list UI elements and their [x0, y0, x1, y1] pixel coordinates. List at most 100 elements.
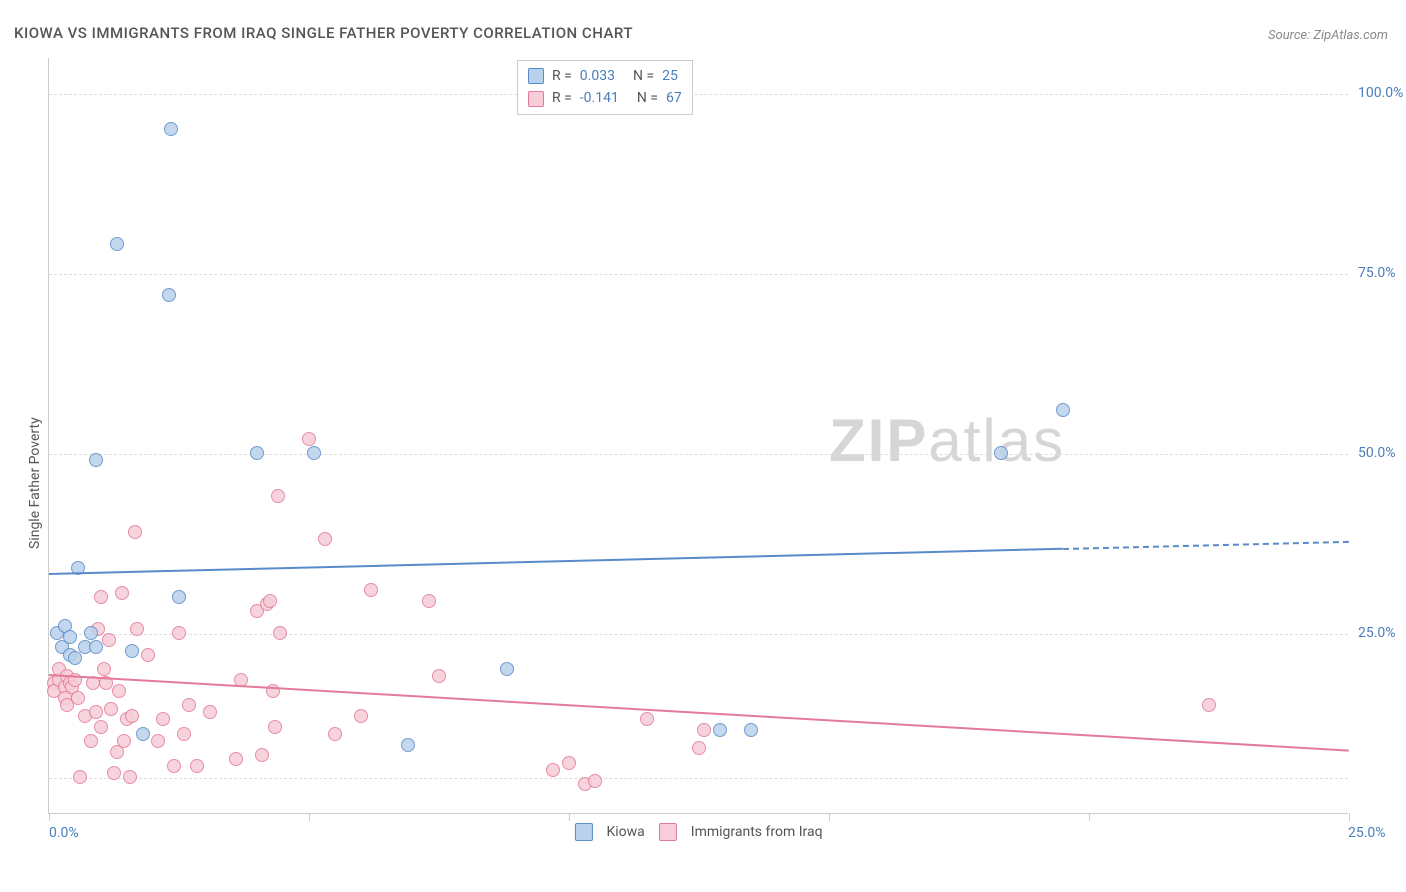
scatter-point — [692, 741, 706, 755]
scatter-point — [89, 453, 103, 467]
stats-row: R = -0.141 N = 67 — [528, 87, 682, 109]
scatter-point — [229, 752, 243, 766]
scatter-point — [162, 288, 176, 302]
watermark-bold: ZIP — [829, 407, 928, 474]
scatter-point — [123, 770, 137, 784]
scatter-point — [432, 669, 446, 683]
stats-n-value: 67 — [666, 87, 682, 109]
scatter-point — [107, 766, 121, 780]
y-axis-label: Single Father Poverty — [27, 418, 43, 550]
scatter-point — [562, 756, 576, 770]
x-tick-mark — [309, 813, 310, 821]
scatter-point — [112, 684, 126, 698]
legend-label: Kiowa — [606, 824, 644, 840]
y-tick-label: 100.0% — [1358, 85, 1406, 101]
scatter-point — [172, 590, 186, 604]
legend-swatch — [528, 91, 544, 107]
watermark: ZIPatlas — [829, 406, 1065, 475]
scatter-point — [177, 727, 191, 741]
scatter-point — [89, 705, 103, 719]
scatter-point — [94, 720, 108, 734]
legend: Kiowa Immigrants from Iraq — [574, 823, 822, 841]
scatter-point — [125, 644, 139, 658]
y-tick-label: 25.0% — [1358, 625, 1406, 641]
stats-n-label: N = — [637, 87, 658, 109]
trend-line — [49, 548, 1063, 575]
scatter-point — [697, 723, 711, 737]
chart-title: KIOWA VS IMMIGRANTS FROM IRAQ SINGLE FAT… — [14, 24, 633, 42]
scatter-point — [302, 432, 316, 446]
scatter-point — [151, 734, 165, 748]
scatter-point — [68, 651, 82, 665]
scatter-point — [110, 237, 124, 251]
scatter-point — [104, 702, 118, 716]
scatter-point — [268, 720, 282, 734]
x-tick-mark — [49, 813, 50, 821]
scatter-point — [588, 774, 602, 788]
scatter-point — [401, 738, 415, 752]
scatter-point — [422, 594, 436, 608]
legend-label: Immigrants from Iraq — [691, 824, 823, 840]
stats-row: R = 0.033N = 25 — [528, 65, 682, 87]
stats-r-value: 0.033 — [580, 65, 615, 87]
legend-swatch — [659, 823, 677, 841]
scatter-point — [164, 122, 178, 136]
stats-box: R = 0.033N = 25R = -0.141 N = 67 — [517, 60, 693, 115]
scatter-point — [94, 590, 108, 604]
scatter-point — [640, 712, 654, 726]
scatter-point — [117, 734, 131, 748]
scatter-point — [73, 770, 87, 784]
scatter-point — [307, 446, 321, 460]
scatter-point — [500, 662, 514, 676]
scatter-point — [263, 594, 277, 608]
scatter-point — [744, 723, 758, 737]
stats-n-value: 25 — [662, 65, 678, 87]
stats-r-label: R = — [552, 65, 572, 87]
scatter-point — [115, 586, 129, 600]
x-tick-mark — [1089, 813, 1090, 821]
x-tick-label: 25.0% — [1348, 825, 1406, 841]
scatter-point — [141, 648, 155, 662]
x-tick-label: 0.0% — [49, 825, 79, 841]
x-tick-mark — [1349, 813, 1350, 821]
stats-r-label: R = — [552, 87, 572, 109]
gridline — [49, 778, 1348, 779]
scatter-point — [128, 525, 142, 539]
scatter-point — [713, 723, 727, 737]
scatter-point — [364, 583, 378, 597]
scatter-point — [203, 705, 217, 719]
x-tick-mark — [569, 813, 570, 821]
gridline — [49, 634, 1348, 635]
source-attribution: Source: ZipAtlas.com — [1268, 28, 1388, 43]
scatter-point — [136, 727, 150, 741]
y-tick-label: 50.0% — [1358, 445, 1406, 461]
scatter-point — [255, 748, 269, 762]
x-tick-mark — [829, 813, 830, 821]
scatter-point — [271, 489, 285, 503]
scatter-point — [156, 712, 170, 726]
stats-r-value: -0.141 — [580, 87, 619, 109]
scatter-point — [318, 532, 332, 546]
scatter-point — [71, 691, 85, 705]
trend-line — [1063, 540, 1349, 549]
plot-area: ZIPatlas Single Father Poverty 25.0%50.0… — [48, 58, 1348, 814]
scatter-point — [328, 727, 342, 741]
scatter-point — [84, 626, 98, 640]
scatter-point — [182, 698, 196, 712]
scatter-point — [89, 640, 103, 654]
trend-line — [49, 674, 1349, 752]
scatter-point — [1056, 403, 1070, 417]
scatter-point — [130, 622, 144, 636]
scatter-point — [97, 662, 111, 676]
scatter-point — [273, 626, 287, 640]
y-tick-label: 75.0% — [1358, 265, 1406, 281]
chart-container: KIOWA VS IMMIGRANTS FROM IRAQ SINGLE FAT… — [0, 0, 1406, 892]
scatter-point — [102, 633, 116, 647]
scatter-point — [994, 446, 1008, 460]
scatter-point — [354, 709, 368, 723]
scatter-point — [250, 446, 264, 460]
legend-swatch — [528, 68, 544, 84]
scatter-point — [266, 684, 280, 698]
scatter-point — [125, 709, 139, 723]
scatter-point — [190, 759, 204, 773]
